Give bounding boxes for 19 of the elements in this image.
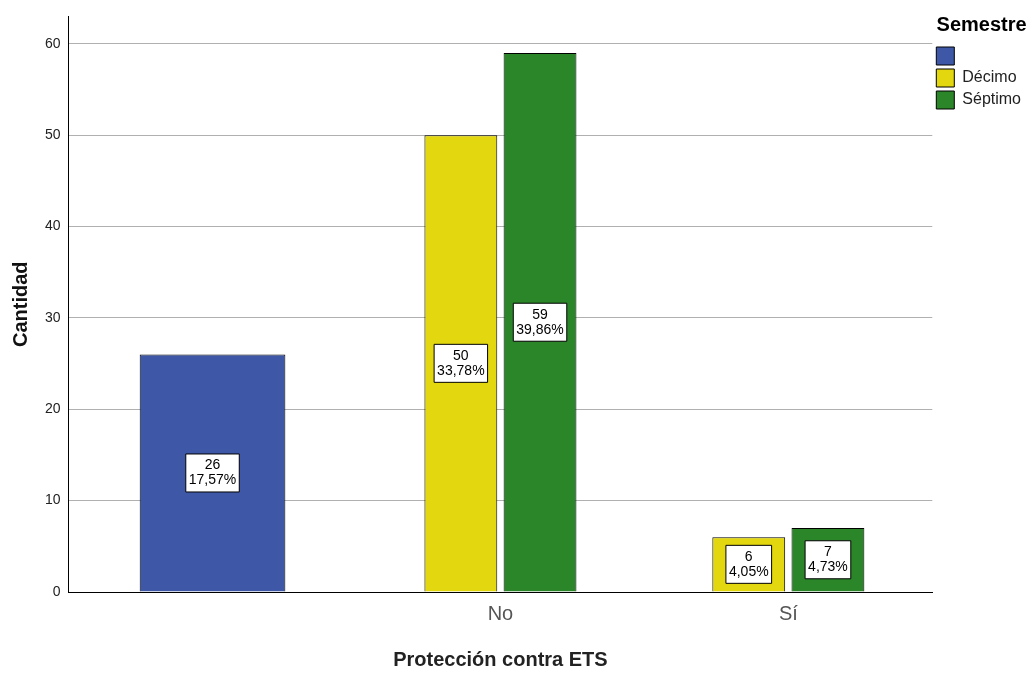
data-label: 59 39,86% [516, 305, 564, 337]
x-axis-title: Protección contra ETS [393, 647, 608, 670]
x-tick-label: Sí [778, 601, 799, 624]
data-label: 6 4,05% [728, 547, 769, 579]
legend-label: Séptimo [962, 90, 1022, 108]
y-tick-label: 30 [44, 308, 61, 325]
data-label: 7 4,73% [808, 543, 848, 575]
y-tick-label: 20 [44, 400, 61, 417]
y-tick-label: 50 [44, 126, 61, 143]
data-label: 50 33,78% [437, 346, 485, 378]
y-tick-label: 60 [44, 34, 61, 51]
y-tick-label: 10 [44, 491, 61, 508]
y-tick-label: 40 [44, 217, 61, 234]
y-tick-label: 0 [52, 582, 61, 599]
legend-label: Décimo [962, 68, 1017, 86]
y-axis-title: Cantidad [8, 261, 31, 347]
data-label: 26 17,57% [188, 456, 237, 488]
legend-title: Semestre [936, 12, 1027, 35]
x-tick-label: No [487, 601, 514, 624]
